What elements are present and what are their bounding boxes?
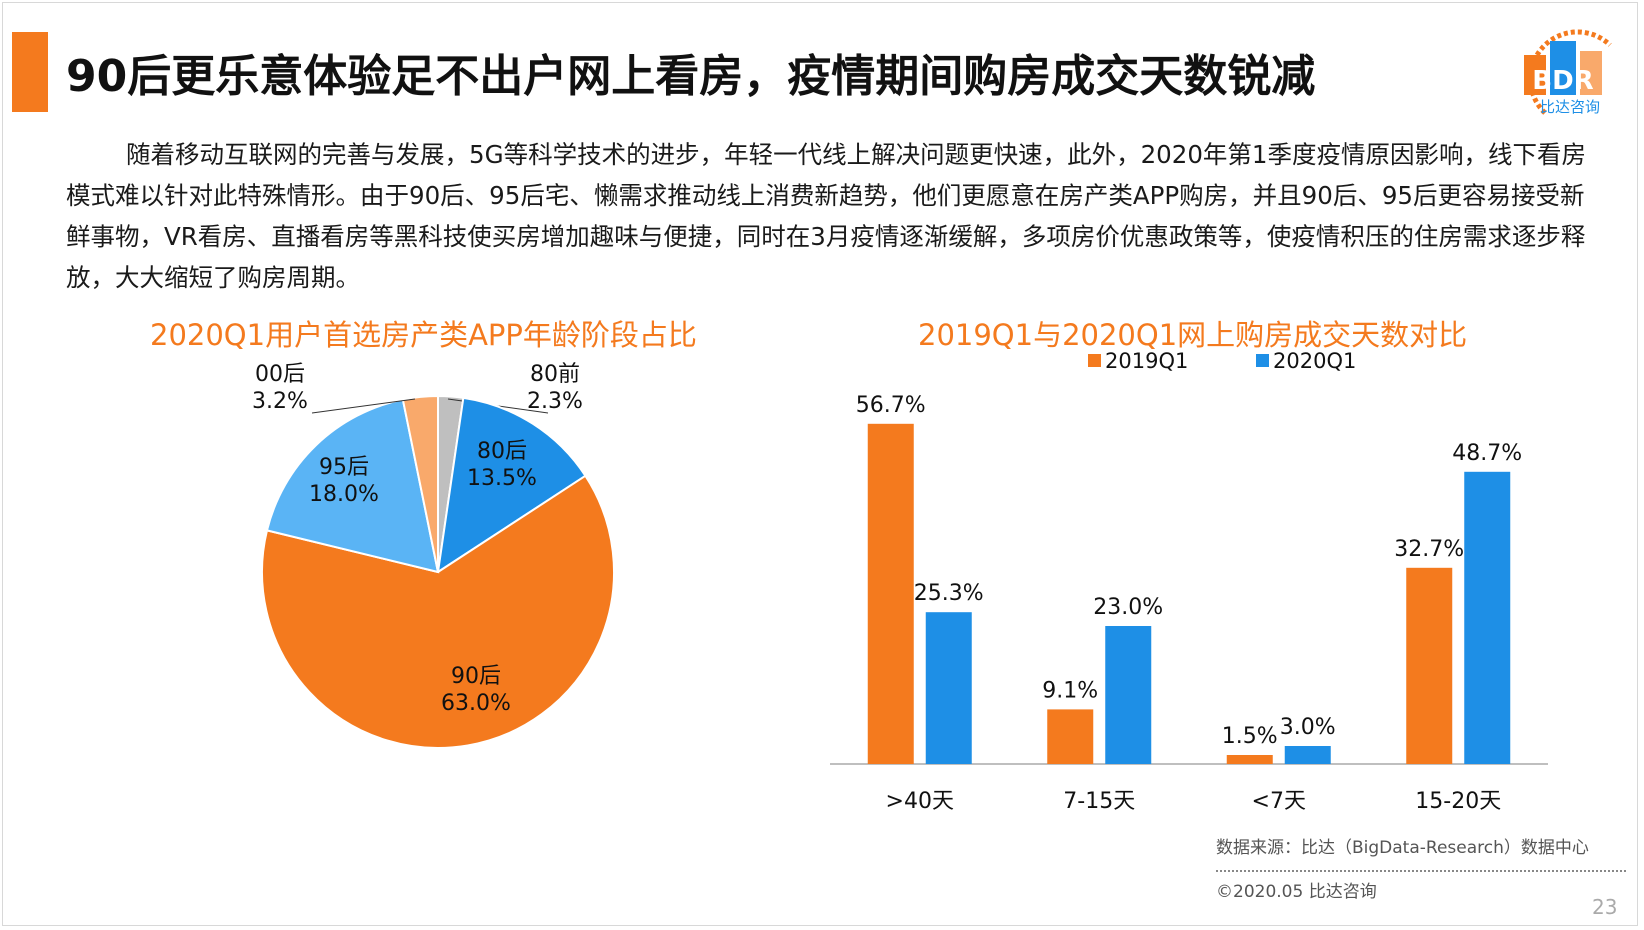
title-accent-bar xyxy=(12,32,48,112)
bar-2019Q1-1 xyxy=(1047,709,1094,764)
bar-2020Q1-1 xyxy=(1105,626,1152,764)
bar-2020Q1-0 xyxy=(925,612,972,764)
data-source: 数据来源：比达（BigData-Research）数据中心 xyxy=(1216,838,1589,858)
pie-label-name: 80前 xyxy=(530,362,580,387)
bar-chart-title: 2019Q1与2020Q1网上购房成交天数对比 xyxy=(918,318,1468,352)
legend-swatch xyxy=(1256,354,1269,367)
pie-label-value: 18.0% xyxy=(309,482,379,507)
page-number: 23 xyxy=(1592,895,1618,919)
legend-label: 2020Q1 xyxy=(1273,349,1356,373)
x-tick-label: 15-20天 xyxy=(1415,789,1501,814)
bar-2020Q1-3 xyxy=(1464,471,1511,764)
bar-2019Q1-0 xyxy=(867,423,914,764)
logo-building-2 xyxy=(1550,41,1576,95)
pie-label-value: 63.0% xyxy=(441,691,511,716)
copyright: ©2020.05 比达咨询 xyxy=(1216,882,1377,902)
bar-data-label: 9.1% xyxy=(1042,678,1098,703)
pie-chart-title: 2020Q1用户首选房产类APP年龄阶段占比 xyxy=(150,318,697,352)
pie-slice-3 xyxy=(265,398,440,574)
intro-text: 随着移动互联网的完善与发展，5G等科学技术的进步，年轻一代线上解决问题更快速，此… xyxy=(66,140,1587,292)
pie-leader-line xyxy=(311,398,416,414)
logo-building-3 xyxy=(1580,51,1602,95)
footer-divider xyxy=(1216,870,1626,872)
pie-label-name: 95后 xyxy=(319,455,369,480)
bar-2019Q1-2 xyxy=(1226,755,1273,764)
legend-label: 2019Q1 xyxy=(1105,349,1188,373)
x-tick-label: <7天 xyxy=(1252,789,1306,814)
bar-data-label: 32.7% xyxy=(1394,537,1464,562)
bar-data-label: 3.0% xyxy=(1280,715,1336,740)
pie-label-value: 3.2% xyxy=(252,389,308,414)
bdr-logo: BDR 比达咨询 xyxy=(1524,29,1612,116)
pie-label-value: 2.3% xyxy=(527,389,583,414)
pie-label-name: 80后 xyxy=(477,439,527,464)
bar-data-label: 48.7% xyxy=(1452,441,1522,466)
legend-swatch xyxy=(1088,354,1101,367)
logo-text: BDR xyxy=(1532,66,1593,96)
pie-label-name: 90后 xyxy=(451,664,501,689)
intro-paragraph: 随着移动互联网的完善与发展，5G等科学技术的进步，年轻一代线上解决问题更快速，此… xyxy=(66,134,1586,298)
bar-data-label: 1.5% xyxy=(1222,724,1278,749)
pie-slice-2 xyxy=(261,474,615,749)
slide-title: 90后更乐意体验足不出户网上看房，疫情期间购房成交天数锐减 xyxy=(66,51,1316,102)
pie-slice-1 xyxy=(436,396,587,575)
logo-dotted-arc xyxy=(1527,29,1612,115)
pie-slice-4 xyxy=(401,394,439,573)
bar-data-label: 23.0% xyxy=(1093,595,1163,620)
logo-building-1 xyxy=(1524,55,1546,95)
bar-data-label: 56.7% xyxy=(856,393,926,418)
x-tick-label: >40天 xyxy=(886,789,954,814)
bar-2019Q1-3 xyxy=(1406,567,1453,764)
pie-label-name: 00后 xyxy=(255,362,305,387)
logo-subtitle: 比达咨询 xyxy=(1540,98,1600,116)
pie-label-value: 13.5% xyxy=(467,466,537,491)
bar-data-label: 25.3% xyxy=(914,581,984,606)
bar-2020Q1-2 xyxy=(1284,746,1331,764)
x-tick-label: 7-15天 xyxy=(1063,789,1135,814)
